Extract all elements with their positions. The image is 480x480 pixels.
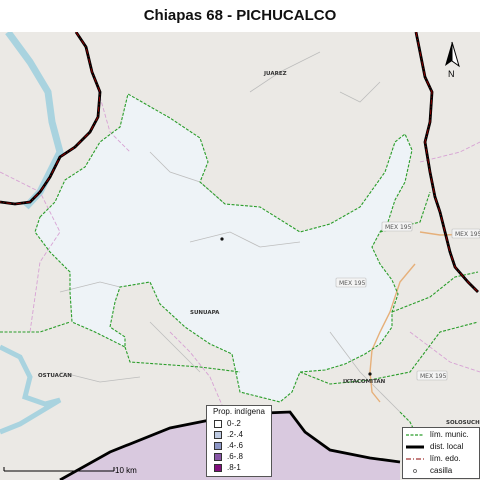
legend-item: 0-.2 (207, 418, 271, 429)
legend-indigena: Prop. indígena 0-.2 .2-.4 .4-.6 .6-.8 .8… (206, 405, 272, 477)
legend-item: .8-1 (207, 462, 271, 473)
legend-label: dist. local (430, 442, 464, 451)
legend-item: .6-.8 (207, 451, 271, 462)
place-label: IXTACOMITAN (343, 379, 386, 385)
svg-text:MEX 195: MEX 195 (385, 224, 412, 231)
legend-item: casilla (403, 465, 479, 476)
legend-swatch (214, 463, 222, 472)
legend-swatch (214, 452, 222, 461)
north-arrow-icon: N (445, 41, 460, 79)
highway-shield: MEX 195 (335, 277, 367, 288)
legend-swatch (214, 441, 222, 450)
municipal-line-icon (406, 433, 424, 436)
place-label: OSTUACAN (38, 373, 72, 379)
svg-text:MEX 195: MEX 195 (455, 231, 480, 238)
place-label: SUNUAPA (190, 310, 220, 316)
legend-label: lím. edo. (430, 454, 461, 463)
legend-label: .4-.6 (227, 441, 244, 450)
map-title: Chiapas 68 - PICHUCALCO (143, 7, 337, 24)
north-label: N (448, 69, 455, 79)
legend-label: .6-.8 (227, 452, 244, 461)
legend-title: Prop. indígena (212, 407, 266, 416)
svg-text:MEX 195: MEX 195 (339, 280, 366, 287)
legend-label: lím. munic. (430, 430, 469, 439)
legend-label: 0-.2 (227, 419, 241, 428)
legend-item: lím. edo. (403, 453, 479, 464)
highway-shield: MEX 195 (416, 370, 448, 381)
state-line-icon (406, 458, 424, 459)
legend-item: .2-.4 (207, 429, 271, 440)
legend-label: .8-1 (227, 463, 241, 472)
highway-shield: MEX 195 (451, 228, 480, 239)
legend-label: .2-.4 (227, 430, 244, 439)
place-label: JUAREZ (263, 71, 287, 77)
casilla-point-icon (413, 468, 417, 473)
place-label: SOLOSUCHIAPA (446, 420, 480, 426)
river (0, 344, 62, 435)
legend-item: lím. munic. (403, 429, 479, 440)
scale-bar: 10 km (2, 462, 138, 475)
district-area (35, 94, 412, 402)
legend-label: casilla (430, 466, 453, 475)
legend-item: dist. local (403, 441, 479, 452)
highway-shield: MEX 195 (381, 221, 413, 232)
casilla-point (220, 237, 224, 241)
scale-label: 10 km (115, 466, 137, 475)
svg-text:MEX 195: MEX 195 (420, 373, 447, 380)
highway (369, 263, 416, 403)
casilla-point (368, 372, 372, 376)
legend-swatch (214, 430, 222, 439)
legend-item: .4-.6 (207, 440, 271, 451)
legend-swatch (214, 419, 222, 428)
state-limit (0, 32, 479, 293)
legend-lines: lím. munic. dist. local lím. edo. casill… (402, 427, 480, 479)
district-line-icon (406, 445, 424, 448)
roads (59, 51, 401, 413)
north-arrow: N (441, 40, 463, 80)
